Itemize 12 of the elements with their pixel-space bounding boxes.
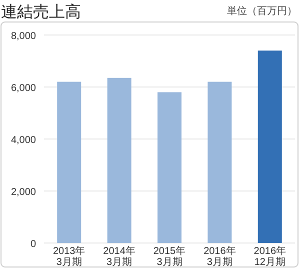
x-tick-label: 2014年 3月期 [103, 245, 136, 268]
y-tick-label: 0 [30, 239, 36, 250]
title: 連結売上高 [1, 4, 81, 21]
x-tick-label: 2016年 3月期 [204, 245, 236, 268]
x-tick-label: 2013年 3月期 [52, 245, 86, 268]
x-tick-label: 2015年 3月期 [153, 245, 186, 268]
y-tick-label: 2,000 [10, 187, 36, 198]
annotation: 単位（百万円） [227, 6, 297, 17]
x-tick-label: 2016年 12月期 [254, 245, 286, 268]
y-tick-label: 8,000 [10, 31, 36, 42]
y-tick-label: 6,000 [10, 83, 36, 94]
y-tick-label: 4,000 [10, 135, 36, 146]
